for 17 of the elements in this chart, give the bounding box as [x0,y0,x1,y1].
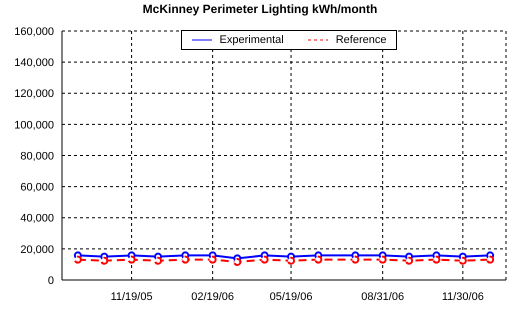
y-tick-label: 120,000 [14,88,54,100]
y-tick-label: 160,000 [14,26,54,38]
y-tick-label: 0 [48,274,54,287]
x-tick-label: 02/19/06 [191,290,234,303]
y-tick-label: 20,000 [20,244,54,256]
legend-label: Experimental [218,34,284,46]
y-tick-label: 60,000 [20,182,54,194]
x-tick-label: 11/19/05 [110,290,153,303]
y-tick-label: 140,000 [14,57,54,70]
x-tick-label: 05/19/06 [270,290,312,303]
x-tick-label: 11/30/06 [442,290,484,303]
chart-title: McKinney Perimeter Lighting kWh/month [142,2,378,18]
x-tick-label: 08/31/06 [361,290,404,303]
y-tick-label: 100,000 [14,119,54,132]
legend-label: Reference [334,34,386,46]
y-tick-label: 80,000 [20,150,54,162]
y-tick-label: 40,000 [20,212,54,225]
